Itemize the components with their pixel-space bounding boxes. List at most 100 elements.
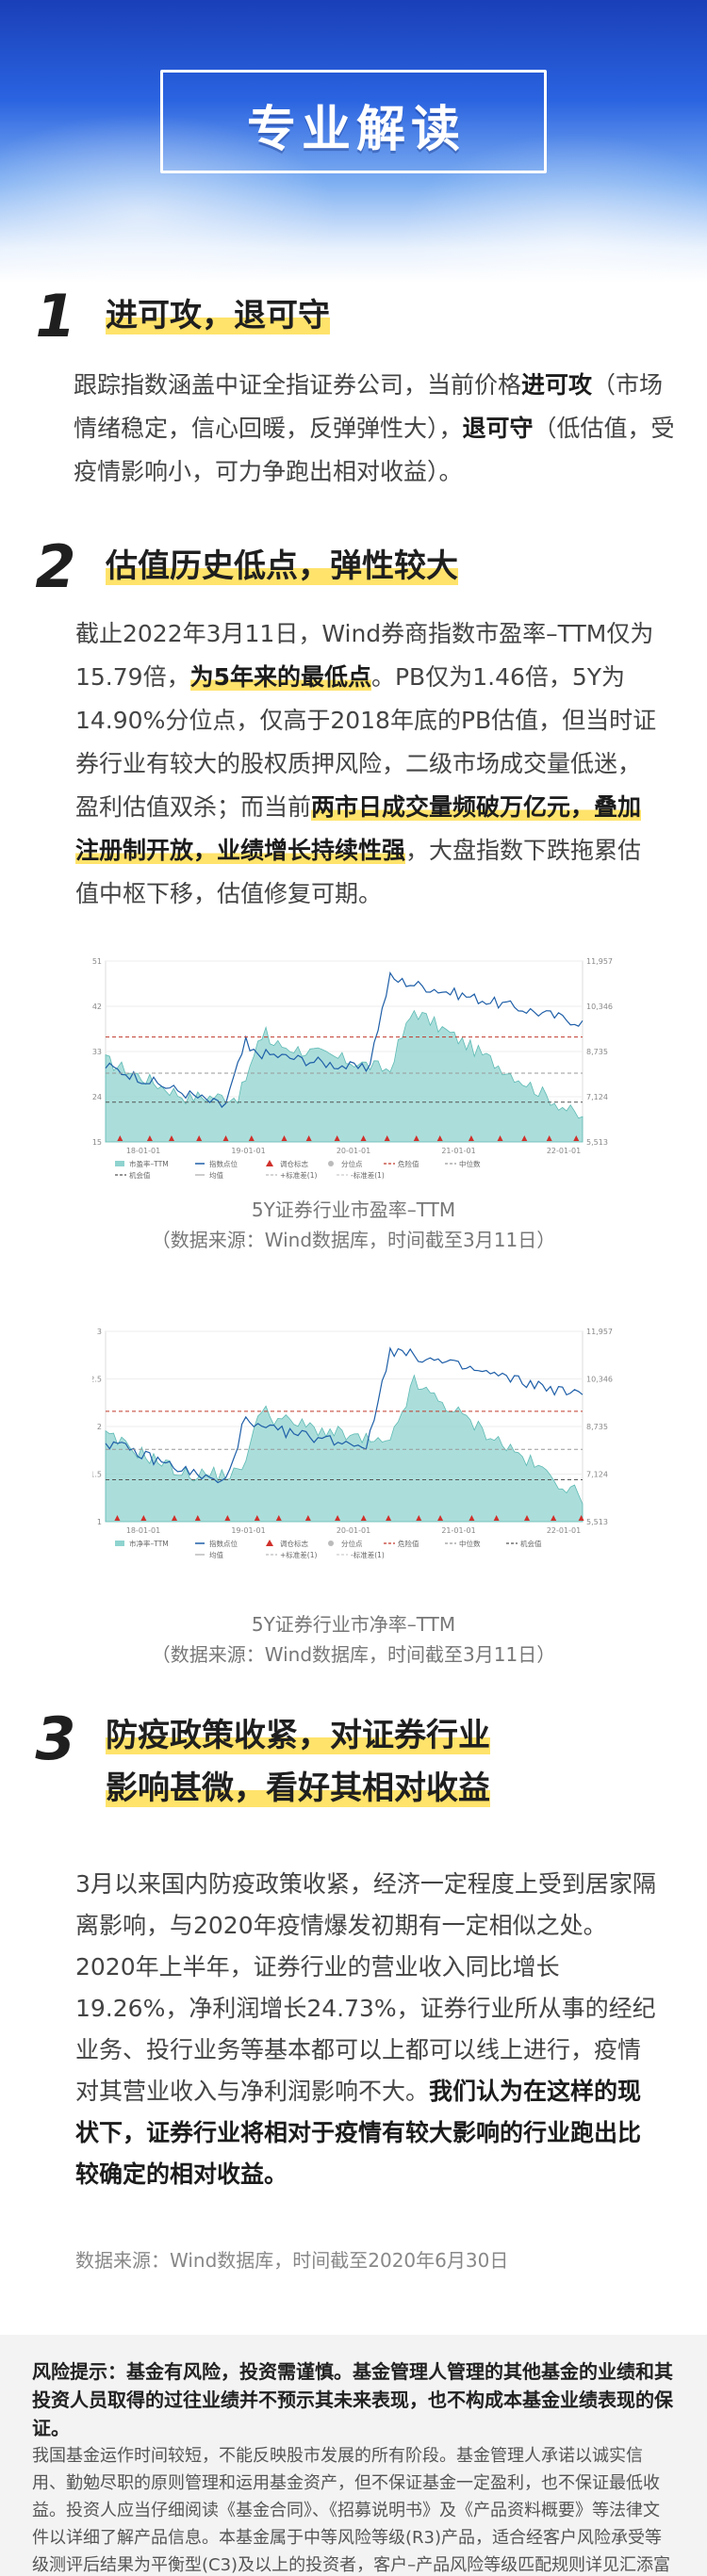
rebalance-marker xyxy=(437,1515,444,1521)
section2-paragraph: 截止2022年3月11日，Wind券商指数市盈率–TTM仅为15.79倍，为5年… xyxy=(75,620,657,907)
right-tick-label: 7,124 xyxy=(586,1093,608,1101)
section1-paragraph: 跟踪指数涵盖中证全指证券公司，当前价格进可攻（市场情绪稳定，信心回暖，反弹弹性大… xyxy=(74,371,675,485)
right-tick-label: 8,735 xyxy=(586,1423,608,1431)
rebalance-marker xyxy=(386,1515,392,1521)
x-tick-label: 19-01-01 xyxy=(231,1147,265,1155)
left-tick-label: 1.5 xyxy=(92,1471,102,1479)
section2-title: 估值历史低点，弹性较大 xyxy=(106,547,458,585)
rebalance-marker xyxy=(334,1135,340,1141)
rebalance-marker xyxy=(335,1515,341,1521)
pb-chart-source: （数据来源：Wind数据库，时间截至3月11日） xyxy=(151,1643,556,1666)
rebalance-marker xyxy=(196,1135,203,1141)
legend-swatch xyxy=(266,1160,273,1166)
rebalance-marker xyxy=(573,1135,580,1141)
legend-label: 中位数 xyxy=(459,1159,481,1168)
x-tick-label: 18-01-01 xyxy=(126,1147,160,1155)
pb-chart: 3 2.5 2 1.5 1 11,957 10,346 8,735 7,124 5,513 18-0… xyxy=(90,1324,620,1569)
left-tick-label: 15 xyxy=(92,1138,102,1147)
rebalance-marker xyxy=(168,1135,174,1141)
x-tick-label: 21-01-01 xyxy=(441,1526,475,1535)
legend-label: 指数点位 xyxy=(209,1159,238,1168)
rebalance-marker xyxy=(248,1135,255,1141)
section2-header: 2 估值历史低点，弹性较大 xyxy=(28,533,688,601)
section3-title: 防疫政策收紧，对证券行业 影响甚微，看好其相对收益 xyxy=(106,1717,490,1807)
index-line-series xyxy=(105,970,584,1108)
legend-swatch xyxy=(328,1541,334,1546)
legend-label: 指数点位 xyxy=(209,1539,238,1548)
section1-header: 1 进可攻，退可守 xyxy=(28,283,688,351)
pe-chart-source: （数据来源：Wind数据库，时间截至3月11日） xyxy=(151,1229,556,1251)
right-tick-label: 7,124 xyxy=(586,1471,608,1479)
left-tick-label: 3 xyxy=(97,1328,102,1336)
left-tick-label: 51 xyxy=(92,957,102,966)
rebalance-marker xyxy=(578,1515,584,1521)
pe-chart: 51 42 33 24 15 11,957 10,346 8,735 7,124 5,513 18-… xyxy=(92,954,620,1189)
section3-header: 3 防疫政策收紧，对证券行业 影响甚微，看好其相对收益 xyxy=(28,1704,688,1817)
section3-number: 3 xyxy=(28,1705,87,1773)
section1-number: 1 xyxy=(28,283,87,351)
legend-label: +标准差(1) xyxy=(280,1170,317,1180)
x-tick-label: 22-01-01 xyxy=(547,1526,581,1535)
left-tick-label: 24 xyxy=(92,1093,102,1101)
legend-label: -标准差(1) xyxy=(351,1550,385,1559)
page-title: 专业解读 xyxy=(246,102,466,158)
rebalance-marker xyxy=(468,1135,474,1141)
rebalance-marker xyxy=(254,1515,260,1521)
right-tick-label: 11,957 xyxy=(586,957,613,966)
legend-label: 机会值 xyxy=(129,1170,151,1180)
legend-label: 中位数 xyxy=(459,1539,481,1548)
ratio-area-series xyxy=(105,1374,584,1523)
risk-details: 我国基金运作时间较短，不能反映股市发展的所有阶段。基金管理人承诺以诚实信用、勤勉… xyxy=(32,2446,671,2575)
rebalance-marker xyxy=(551,1515,557,1521)
rebalance-marker xyxy=(436,1135,443,1141)
ratio-area-series xyxy=(105,1009,584,1143)
right-tick-label: 11,957 xyxy=(586,1328,613,1336)
legend-label: 市盈率–TTM xyxy=(129,1159,169,1168)
legend-swatch xyxy=(266,1540,273,1546)
section3-paragraph: 3月以来国内防疫政策收紧，经济一定程度上受到居家隔离影响，与2020年疫情爆发初… xyxy=(75,1870,656,2188)
pb-chart-caption: 5Y证券行业市净率–TTM xyxy=(251,1613,456,1636)
left-tick-label: 2.5 xyxy=(92,1376,102,1384)
legend-label: 危险值 xyxy=(398,1159,419,1168)
legend-label: 调仓标志 xyxy=(280,1159,308,1168)
legend-label: 危险值 xyxy=(398,1539,419,1548)
x-tick-label: 20-01-01 xyxy=(337,1147,370,1155)
legend-label: 机会值 xyxy=(520,1539,542,1548)
x-tick-label: 18-01-01 xyxy=(126,1526,160,1535)
legend-swatch xyxy=(115,1541,124,1546)
section1-title: 进可攻，退可守 xyxy=(106,297,330,334)
x-tick-label: 21-01-01 xyxy=(441,1147,475,1155)
pe-chart-svg: 51 42 33 24 15 11,957 10,346 8,735 7,124 5,513 18-… xyxy=(92,957,613,1180)
left-tick-label: 33 xyxy=(92,1048,102,1056)
x-tick-label: 22-01-01 xyxy=(547,1147,581,1155)
x-tick-label: 19-01-01 xyxy=(231,1526,265,1535)
left-tick-label: 42 xyxy=(92,1003,102,1011)
legend-label: 均值 xyxy=(209,1170,223,1180)
risk-disclosure: 风险提示：基金有风险，投资需谨慎。基金管理人管理的其他基金的业绩和其投资人员取得… xyxy=(0,2335,707,2576)
legend-label: -标准差(1) xyxy=(351,1170,385,1180)
rebalance-marker xyxy=(546,1135,552,1141)
section3-source: 数据来源：Wind数据库，时间截至2020年6月30日 xyxy=(75,2249,509,2272)
legend-label: +标准差(1) xyxy=(280,1550,317,1559)
right-tick-label: 10,346 xyxy=(586,1003,613,1011)
right-tick-label: 10,346 xyxy=(586,1376,613,1384)
legend-swatch xyxy=(328,1161,334,1166)
rebalance-marker xyxy=(275,1515,282,1521)
rebalance-marker xyxy=(304,1515,311,1521)
legend-swatch xyxy=(115,1161,124,1166)
legend-label: 市净率–TTM xyxy=(129,1539,169,1548)
legend-label: 分位点 xyxy=(341,1159,363,1168)
x-tick-label: 20-01-01 xyxy=(337,1526,370,1535)
rebalance-marker xyxy=(117,1135,123,1141)
rebalance-marker xyxy=(497,1135,503,1141)
rebalance-marker xyxy=(171,1515,177,1521)
rebalance-marker xyxy=(469,1515,475,1521)
rebalance-marker xyxy=(281,1135,288,1141)
rebalance-marker xyxy=(224,1515,231,1521)
rebalance-marker xyxy=(384,1135,390,1141)
rebalance-marker xyxy=(146,1135,153,1141)
rebalance-marker xyxy=(523,1515,530,1521)
rebalance-marker xyxy=(194,1515,201,1521)
legend-label: 分位点 xyxy=(341,1539,363,1548)
